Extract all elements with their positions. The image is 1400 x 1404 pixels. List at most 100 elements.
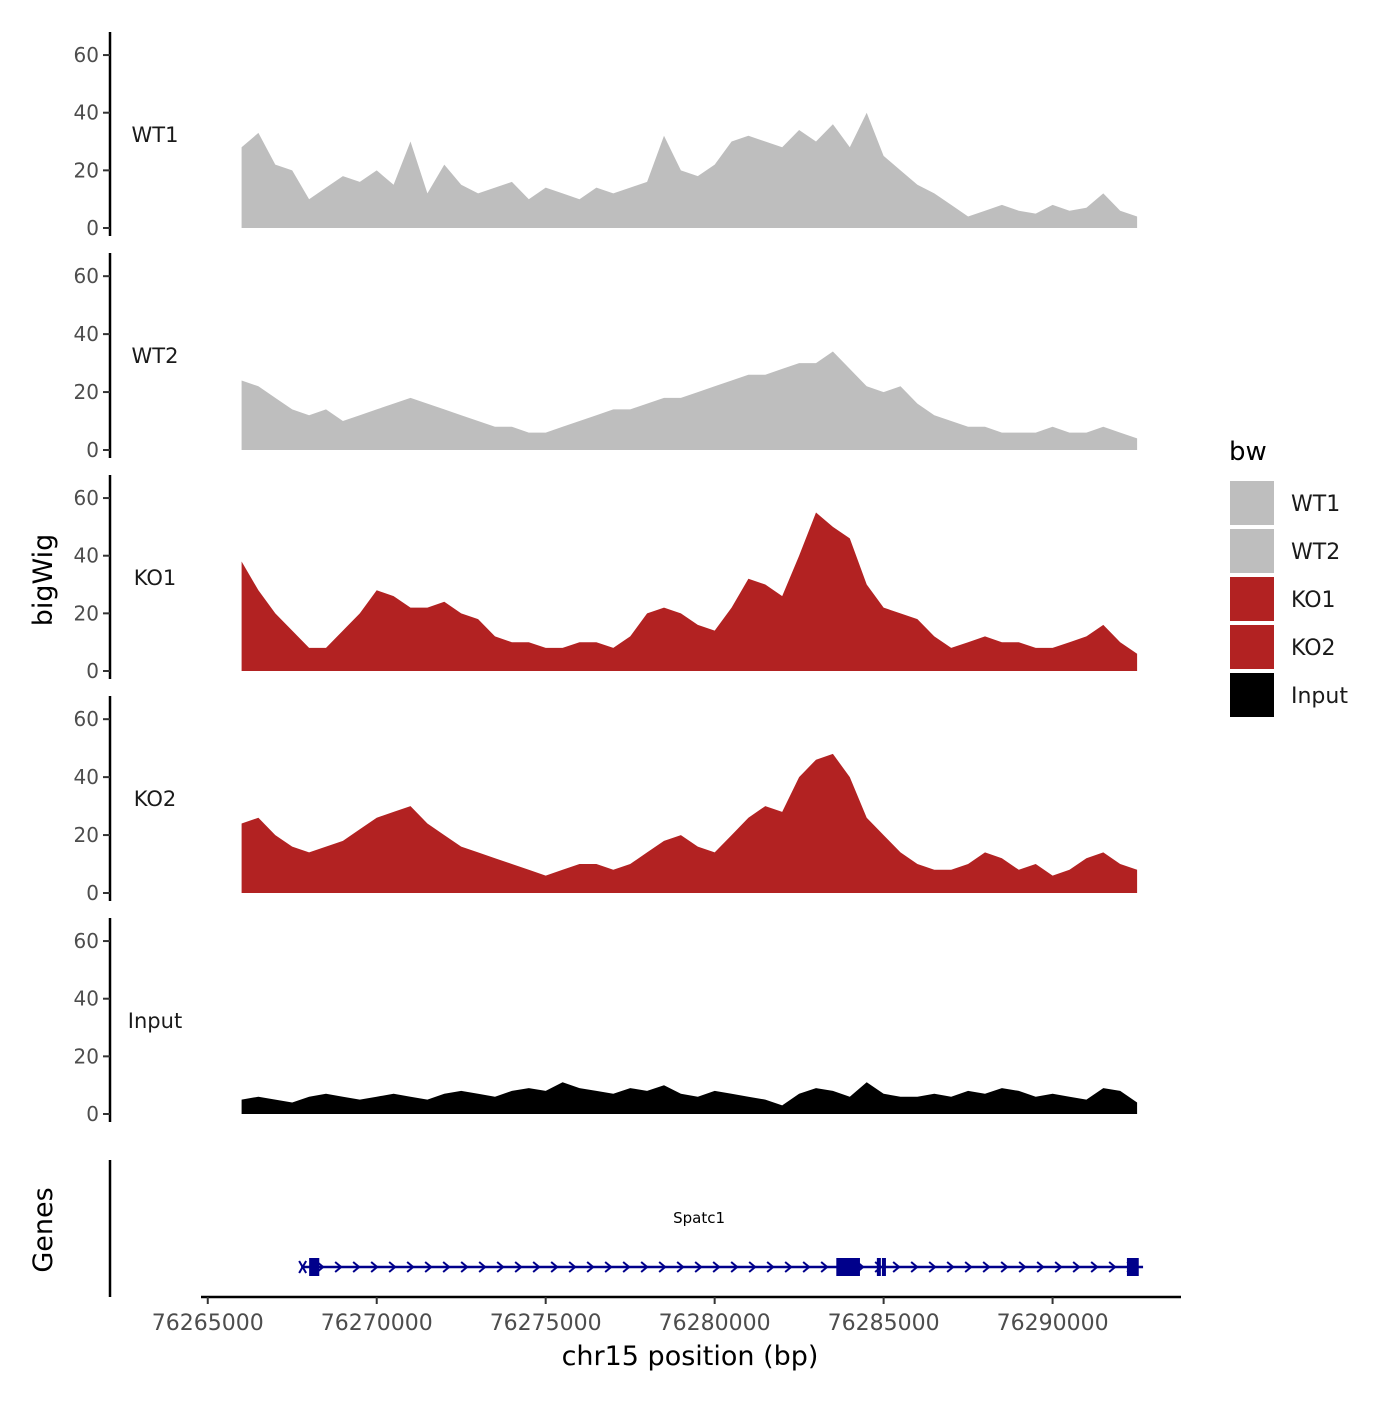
y-tick-label: 20 bbox=[74, 1044, 99, 1068]
exon bbox=[1126, 1258, 1139, 1276]
coverage-area-wt1 bbox=[241, 112, 1138, 228]
x-tick-label: 76290000 bbox=[997, 1311, 1109, 1336]
strand-arrow bbox=[406, 1261, 415, 1273]
y-tick-label: 40 bbox=[74, 544, 99, 568]
x-tick-label: 76280000 bbox=[659, 1311, 771, 1336]
strand-arrow bbox=[496, 1261, 505, 1273]
legend-label-wt2: WT2 bbox=[1291, 540, 1340, 565]
strand-arrow bbox=[1036, 1261, 1045, 1273]
coverage-area-ko1 bbox=[241, 512, 1138, 671]
strand-arrow bbox=[676, 1261, 685, 1273]
exon bbox=[836, 1258, 860, 1276]
genes-panel-title: Genes bbox=[28, 1187, 59, 1272]
track-label-input: Input bbox=[128, 1009, 182, 1033]
strand-arrow bbox=[928, 1261, 937, 1273]
strand-arrow bbox=[784, 1261, 793, 1273]
legend-title: bw bbox=[1229, 437, 1267, 467]
strand-arrow bbox=[964, 1261, 973, 1273]
strand-arrow bbox=[640, 1261, 649, 1273]
y-tick-label: 0 bbox=[86, 216, 99, 240]
coverage-area-wt2 bbox=[241, 351, 1138, 450]
legend-label-wt1: WT1 bbox=[1291, 492, 1340, 517]
strand-arrow bbox=[550, 1261, 559, 1273]
exon bbox=[881, 1258, 886, 1276]
strand-arrow bbox=[424, 1261, 433, 1273]
y-tick-label: 60 bbox=[74, 929, 99, 953]
strand-arrow bbox=[802, 1261, 811, 1273]
y-tick-label: 20 bbox=[74, 823, 99, 847]
y-tick-label: 20 bbox=[74, 158, 99, 182]
x-axis-title: chr15 position (bp) bbox=[562, 1341, 819, 1372]
exon bbox=[876, 1258, 881, 1276]
legend-label-ko1: KO1 bbox=[1291, 588, 1336, 613]
strand-arrow bbox=[1054, 1261, 1063, 1273]
x-tick-label: 76270000 bbox=[321, 1311, 433, 1336]
legend-swatch-wt1 bbox=[1230, 481, 1274, 525]
strand-arrow bbox=[910, 1261, 919, 1273]
strand-arrow bbox=[694, 1261, 703, 1273]
legend-swatch-input bbox=[1230, 673, 1274, 717]
strand-arrow bbox=[946, 1261, 955, 1273]
strand-arrow bbox=[622, 1261, 631, 1273]
strand-arrow bbox=[586, 1261, 595, 1273]
y-tick-label: 40 bbox=[74, 322, 99, 346]
legend-label-input: Input bbox=[1291, 684, 1348, 709]
track-panels: 0 20 40 60 WT1 0 20 40 60 WT2 0 20 40 60 KO1 0 20 40 60 KO2… bbox=[74, 32, 1138, 1126]
strand-arrow bbox=[748, 1261, 757, 1273]
strand-arrow bbox=[766, 1261, 775, 1273]
track-label-ko1: KO1 bbox=[134, 566, 177, 590]
gene-start-mark bbox=[298, 1260, 308, 1274]
strand-arrow bbox=[820, 1261, 829, 1273]
y-tick-label: 0 bbox=[86, 881, 99, 905]
gene-label: Spatc1 bbox=[673, 1209, 725, 1227]
track-input: 0 20 40 60 Input bbox=[74, 918, 1138, 1126]
strand-arrow bbox=[892, 1261, 901, 1273]
y-tick-label: 20 bbox=[74, 380, 99, 404]
strand-arrow bbox=[1000, 1261, 1009, 1273]
gene-track-panel: Spatc1 bbox=[108, 1160, 1144, 1297]
y-tick-label: 40 bbox=[74, 765, 99, 789]
legend-swatch-ko2 bbox=[1230, 625, 1274, 669]
strand-arrow bbox=[730, 1261, 739, 1273]
strand-arrow bbox=[334, 1261, 343, 1273]
coverage-area-input bbox=[241, 1082, 1138, 1114]
strand-arrow bbox=[1090, 1261, 1099, 1273]
track-label-ko2: KO2 bbox=[134, 787, 177, 811]
exon bbox=[309, 1258, 320, 1276]
y-tick-label: 0 bbox=[86, 438, 99, 462]
y-tick-label: 40 bbox=[74, 101, 99, 125]
y-tick-label: 60 bbox=[74, 264, 99, 288]
y-tick-label: 40 bbox=[74, 987, 99, 1011]
y-axis-title: bigWig bbox=[28, 534, 59, 627]
strand-arrow bbox=[604, 1261, 613, 1273]
y-tick-label: 60 bbox=[74, 43, 99, 67]
strand-arrow bbox=[370, 1261, 379, 1273]
track-label-wt2: WT2 bbox=[132, 344, 179, 368]
strand-arrow bbox=[514, 1261, 523, 1273]
y-tick-label: 20 bbox=[74, 601, 99, 625]
strand-arrow bbox=[712, 1261, 721, 1273]
strand-arrow bbox=[982, 1261, 991, 1273]
strand-arrow bbox=[1072, 1261, 1081, 1273]
y-tick-label: 60 bbox=[74, 707, 99, 731]
track-ko1: 0 20 40 60 KO1 bbox=[74, 475, 1138, 683]
legend-swatch-ko1 bbox=[1230, 577, 1274, 621]
track-wt2: 0 20 40 60 WT2 bbox=[74, 253, 1138, 462]
strand-arrow bbox=[1108, 1261, 1117, 1273]
strand-arrow bbox=[532, 1261, 541, 1273]
x-tick-label: 76265000 bbox=[152, 1311, 264, 1336]
track-wt1: 0 20 40 60 WT1 bbox=[74, 32, 1138, 240]
legend-swatch-wt2 bbox=[1230, 529, 1274, 573]
x-axis: 76265000 76270000 76275000 76280000 76285000… bbox=[152, 1295, 1181, 1336]
x-tick-label: 76285000 bbox=[828, 1311, 940, 1336]
strand-arrow bbox=[352, 1261, 361, 1273]
strand-arrow bbox=[658, 1261, 667, 1273]
legend-label-ko2: KO2 bbox=[1291, 636, 1336, 661]
y-tick-label: 0 bbox=[86, 1102, 99, 1126]
track-ko2: 0 20 40 60 KO2 bbox=[74, 696, 1138, 905]
track-label-wt1: WT1 bbox=[132, 123, 179, 147]
strand-arrow bbox=[1018, 1261, 1027, 1273]
x-tick-label: 76275000 bbox=[490, 1311, 602, 1336]
